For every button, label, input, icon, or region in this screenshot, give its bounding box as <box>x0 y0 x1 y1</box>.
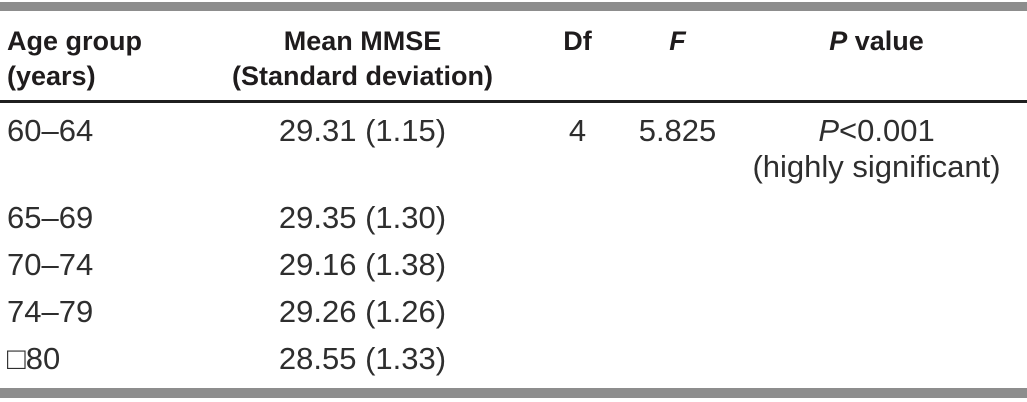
table-header-row: Age group (years) Mean MMSE (Standard de… <box>0 11 1027 100</box>
table-row: □80 28.55 (1.33) <box>0 336 1027 383</box>
header-mean-mmse-line1: Mean MMSE <box>283 26 442 56</box>
header-mean-mmse: Mean MMSE (Standard deviation) <box>185 24 540 94</box>
age-cell: 70–74 <box>7 247 94 282</box>
mmse-cell: 29.26 (1.26) <box>278 294 447 329</box>
age-cell: 65–69 <box>7 200 94 235</box>
mmse-cell: 29.16 (1.38) <box>278 247 447 282</box>
p-value-cell: P<0.001 (highly significant) <box>740 113 1027 195</box>
header-df: Df <box>563 26 592 56</box>
f-cell: 5.825 <box>638 113 717 148</box>
header-p-value-rest: value <box>847 26 924 56</box>
age-cell: 74–79 <box>7 294 94 329</box>
p-value-line2: (highly significant) <box>752 149 1001 184</box>
header-divider-rule <box>0 100 1027 103</box>
header-f: F <box>669 26 686 56</box>
mmse-cell: 29.31 (1.15) <box>278 113 447 148</box>
p-value-rest: <0.001 <box>839 113 935 148</box>
df-cell: 4 <box>568 113 587 148</box>
table-bottom-rule <box>0 388 1027 398</box>
table-row: 60–64 29.31 (1.15) 4 5.825 P<0.001 (high… <box>0 103 1027 195</box>
table-row: 65–69 29.35 (1.30) <box>0 195 1027 242</box>
table-row: 74–79 29.26 (1.26) <box>0 289 1027 336</box>
p-value-italic: P <box>818 113 839 148</box>
header-p-value-italic: P <box>829 26 848 56</box>
header-age-group-line1: Age group <box>7 26 142 56</box>
mmse-cell: 28.55 (1.33) <box>278 341 447 376</box>
table-row: 70–74 29.16 (1.38) <box>0 242 1027 289</box>
header-age-group: Age group (years) <box>0 24 185 94</box>
table-top-rule <box>0 2 1027 11</box>
p-value-line1: P<0.001 <box>740 113 1013 149</box>
mmse-cell: 29.35 (1.30) <box>278 200 447 235</box>
age-cell: 60–64 <box>7 113 94 148</box>
header-mean-mmse-line2: (Standard deviation) <box>231 61 494 91</box>
header-p-value: P value <box>740 24 1027 94</box>
age-cell: □80 <box>7 341 61 376</box>
header-age-group-line2: (years) <box>7 61 96 91</box>
